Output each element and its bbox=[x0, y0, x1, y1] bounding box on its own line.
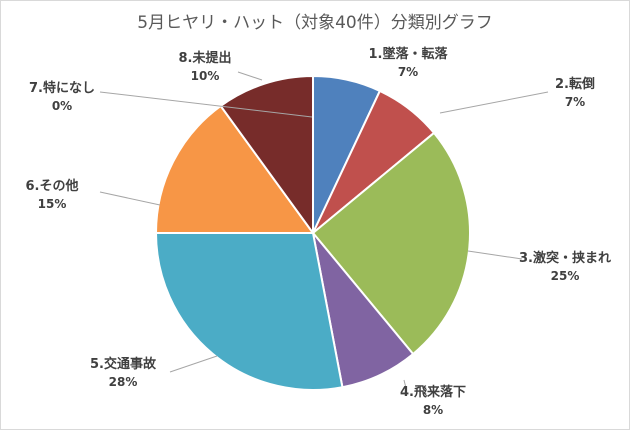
slice-label-7: 7.特になし bbox=[29, 80, 95, 96]
slice-value-label-6: 15% bbox=[38, 197, 67, 211]
leader-line-4 bbox=[403, 379, 407, 389]
pie-slice-8 bbox=[219, 74, 314, 237]
slice-label-4: 4.飛来落下 bbox=[400, 384, 466, 400]
slice-value-label-3: 25% bbox=[551, 269, 580, 283]
pie-slice-5 bbox=[154, 232, 344, 391]
slice-value-label-5: 28% bbox=[109, 375, 138, 389]
leader-line-8 bbox=[237, 71, 263, 81]
slice-label-5: 5.交通事故 bbox=[90, 356, 157, 372]
leader-line-2 bbox=[439, 91, 549, 114]
leader-line-6 bbox=[99, 191, 161, 206]
leader-line-3 bbox=[467, 250, 523, 260]
slice-label-8: 8.未提出 bbox=[179, 50, 232, 66]
slice-label-2: 2.転倒 bbox=[555, 76, 595, 92]
pie-slice-6 bbox=[154, 104, 315, 234]
leader-line-5 bbox=[169, 355, 218, 373]
leader-line-7 bbox=[99, 91, 313, 118]
slice-value-label-1: 7% bbox=[398, 65, 418, 79]
slice-label-1: 1.墜落・転落 bbox=[369, 46, 449, 62]
slice-value-label-8: 10% bbox=[191, 69, 220, 83]
pie-slice-3 bbox=[311, 131, 471, 356]
chart-title: 5月ヒヤリ・ハット（対象40件）分類別グラフ bbox=[137, 13, 493, 33]
slice-value-label-4: 8% bbox=[423, 403, 443, 417]
slice-label-6: 6.その他 bbox=[26, 178, 79, 194]
slice-value-label-7: 0% bbox=[52, 99, 72, 113]
slice-value-label-2: 7% bbox=[565, 95, 585, 109]
slice-label-3: 3.激突・挟まれ bbox=[519, 250, 611, 266]
